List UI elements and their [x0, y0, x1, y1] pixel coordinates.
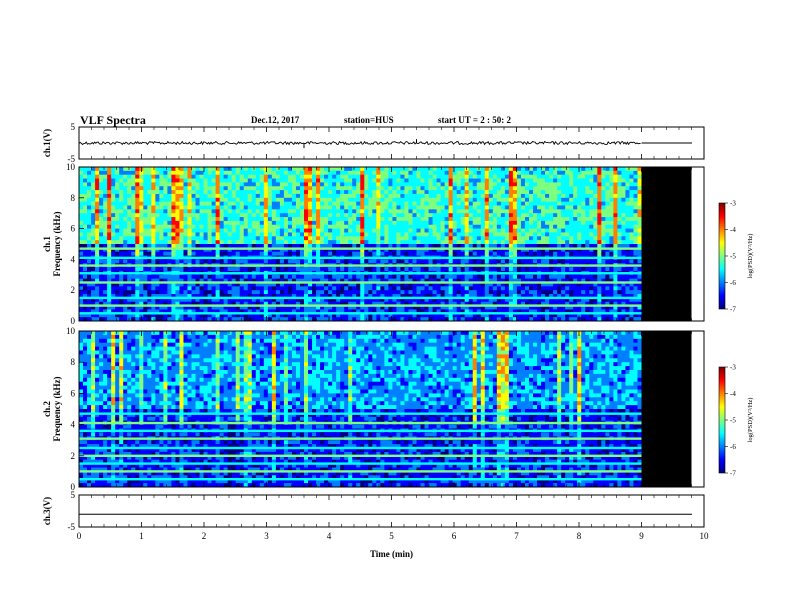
ch3-ytick-label: 5 [71, 490, 76, 500]
xtick-label: 7 [514, 531, 519, 541]
ch2-colorbar-tick-label: -3 [730, 364, 736, 372]
ch1-colorbar [718, 202, 726, 310]
ch2-channel-label: ch.2 [42, 401, 52, 417]
xtick-label: 8 [577, 531, 582, 541]
ch2-ytick-label: 6 [71, 388, 76, 398]
ch2-band-line [79, 429, 642, 433]
ch1-ytick-label: 8 [71, 193, 76, 203]
ch2-band-line [79, 437, 642, 440]
xtick-label: 2 [202, 531, 207, 541]
ch1-ytick-label: -5 [68, 154, 76, 164]
ch1-colorbar-tick-label: -6 [730, 279, 736, 287]
ch1-ytick-label: 10 [66, 162, 76, 172]
ch1-band-line [79, 256, 642, 260]
ch1-ylabel: ch.1(V) [42, 129, 52, 157]
ch2-colorbar-tick-label: -7 [730, 470, 736, 478]
ch3-ytick-label: -5 [68, 522, 76, 532]
ch1-colorbar-label: log(PSD)(V²/Hz) [747, 234, 754, 279]
xtick-label: 3 [264, 531, 269, 541]
ch1-band-line [79, 312, 642, 315]
ch2-band-line [79, 421, 642, 425]
ch1-waveform [78, 140, 641, 146]
ch1-band-line [79, 272, 642, 275]
xtick-label: 9 [639, 531, 644, 541]
ch1-band-line [79, 264, 642, 267]
ch1-ytick-label: 4 [71, 254, 76, 264]
ch2-band-line [79, 446, 642, 450]
ch2-colorbar-label: log(PSD)(V²/Hz) [747, 398, 754, 443]
ch2-band-line [79, 412, 642, 415]
ch1-colorbar-tick-label: -3 [730, 200, 736, 208]
ch1-colorbar-tick-label: -4 [730, 226, 736, 234]
ch2-colorbar-tick-label: -6 [730, 443, 736, 451]
ch1-band-line [79, 296, 642, 300]
xaxis-label: Time (min) [370, 549, 413, 559]
ch1-ylabel: Frequency (kHz) [52, 211, 62, 276]
ch1-channel-label: ch.1 [42, 236, 52, 252]
xtick-label: 0 [77, 531, 82, 541]
xtick-label: 1 [139, 531, 144, 541]
ch2-colorbar-tick-label: -5 [730, 417, 736, 425]
ch2-ylabel: Frequency (kHz) [52, 376, 62, 441]
ch3-ylabel: ch.3(V) [42, 497, 52, 525]
ch1-no-data-block [641, 167, 692, 321]
xtick-label: 10 [700, 531, 710, 541]
ch1-ytick-label: 5 [71, 122, 76, 132]
ch2-band-line [79, 462, 642, 465]
ch2-no-data-block [641, 331, 692, 487]
ch2-ytick-label: 8 [71, 357, 76, 367]
ch2-colorbar [718, 366, 726, 474]
xtick-label: 4 [327, 531, 332, 541]
ch1-band-line [79, 304, 642, 307]
start-ut-label: start UT = 2 : 50: 2 [438, 115, 511, 125]
ch1-colorbar-tick-label: -7 [730, 306, 736, 314]
ch2-band-line [79, 454, 642, 457]
ch1-band-line [79, 281, 642, 284]
xtick-label: 5 [389, 531, 394, 541]
ch2-band-line [79, 470, 642, 473]
ch1-ytick-label: 2 [71, 285, 76, 295]
ch2-ytick-label: 0 [71, 482, 76, 492]
chart-title: VLF Spectra [80, 113, 146, 127]
ch2-colorbar-tick-label: -4 [730, 390, 736, 398]
ch2-ytick-label: 4 [71, 420, 76, 430]
ch1-colorbar-tick-label: -5 [730, 253, 736, 261]
xtick-label: 6 [452, 531, 457, 541]
ch2-ytick-label: 10 [66, 326, 76, 336]
station-label: station=HUS [344, 115, 394, 125]
ch1-ytick-label: 6 [71, 224, 76, 234]
date-label: Dec.12, 2017 [251, 115, 300, 125]
ch2-band-line [79, 478, 642, 481]
ch1-band-line [79, 247, 642, 250]
ch1-ytick-label: 0 [71, 316, 76, 326]
ch2-ytick-label: 2 [71, 451, 76, 461]
